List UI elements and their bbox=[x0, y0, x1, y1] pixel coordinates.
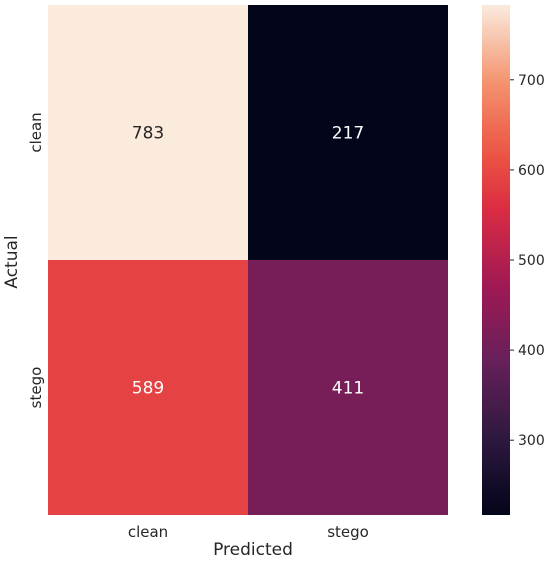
x-tick-label: clean bbox=[128, 523, 168, 541]
x-tick-label: stego bbox=[327, 523, 369, 541]
y-tick-label: stego bbox=[27, 367, 45, 409]
cell-value-label: 217 bbox=[332, 124, 364, 144]
heatmap-cell bbox=[48, 5, 248, 260]
colorbar-tick-label: 500 bbox=[518, 253, 545, 269]
colorbar bbox=[482, 5, 510, 515]
colorbar-tick-label: 400 bbox=[518, 343, 545, 359]
x-tick-labels: clean stego bbox=[128, 523, 369, 541]
colorbar-tick-label: 700 bbox=[518, 73, 545, 89]
heatmap-cell bbox=[248, 260, 448, 515]
colorbar-ticks: 300 400 500 600 700 bbox=[510, 73, 545, 449]
cell-value-label: 783 bbox=[132, 124, 164, 144]
cell-value-label: 589 bbox=[132, 379, 164, 399]
heatmap-cell bbox=[48, 260, 248, 515]
y-axis-label: Actual bbox=[2, 235, 22, 288]
colorbar-tick-label: 300 bbox=[518, 433, 545, 449]
y-tick-label: clean bbox=[27, 112, 45, 152]
heatmap-cell bbox=[248, 5, 448, 260]
y-tick-labels: clean stego bbox=[27, 112, 45, 408]
colorbar-tick-label: 600 bbox=[518, 163, 545, 179]
cell-value-label: 411 bbox=[332, 379, 364, 399]
cell-value-labels: 783 217 589 411 bbox=[132, 124, 364, 399]
heatmap-cells bbox=[48, 5, 448, 515]
x-axis-label: Predicted bbox=[213, 540, 293, 560]
